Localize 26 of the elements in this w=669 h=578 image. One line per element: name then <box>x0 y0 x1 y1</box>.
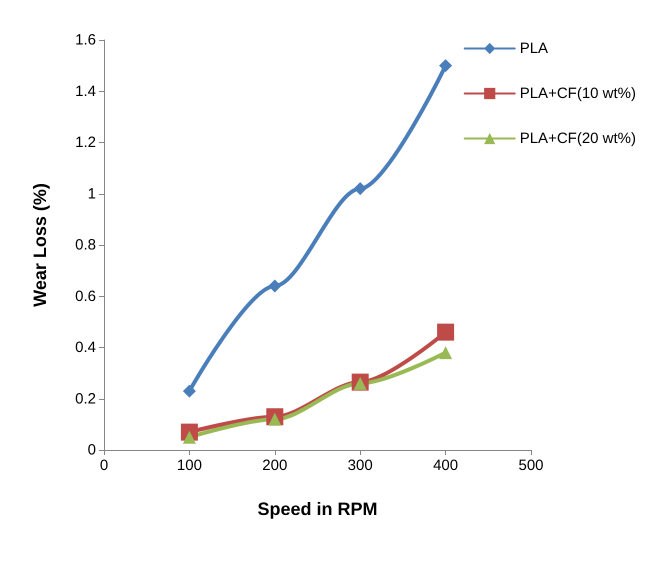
y-tick-label: 0 <box>88 442 96 458</box>
point <box>268 280 282 292</box>
y-tick-label: 1.6 <box>75 32 96 48</box>
x-tick-label: 500 <box>518 457 544 474</box>
x-axis-title: Speed in RPM <box>257 499 378 519</box>
x-tick-label: 0 <box>100 457 108 474</box>
y-tick-label: 0.8 <box>75 236 96 254</box>
x-tick-label: 100 <box>176 457 202 474</box>
legend-label: PLA <box>520 40 548 57</box>
y-tick-label: 0.4 <box>75 339 96 356</box>
x-tick-label: 400 <box>433 457 458 474</box>
x-tick-label: 200 <box>262 457 288 474</box>
legend-label: PLA+CF(20 wt%) <box>520 130 636 147</box>
point <box>437 324 454 341</box>
point <box>439 346 452 360</box>
point <box>354 182 367 196</box>
y-axis-title: Wear Loss (%) <box>30 183 50 307</box>
y-tick-label: 1.2 <box>75 134 96 151</box>
y-tick-label: 0.2 <box>75 390 96 408</box>
legend-label: PLA+CF(10 wt%) <box>520 85 636 102</box>
y-tick-label: 1 <box>88 185 96 202</box>
point <box>182 384 196 398</box>
y-tick-label: 1.4 <box>75 82 96 100</box>
y-tick-label: 0.6 <box>75 288 96 305</box>
point <box>439 59 452 72</box>
x-tick-label: 300 <box>348 457 373 474</box>
